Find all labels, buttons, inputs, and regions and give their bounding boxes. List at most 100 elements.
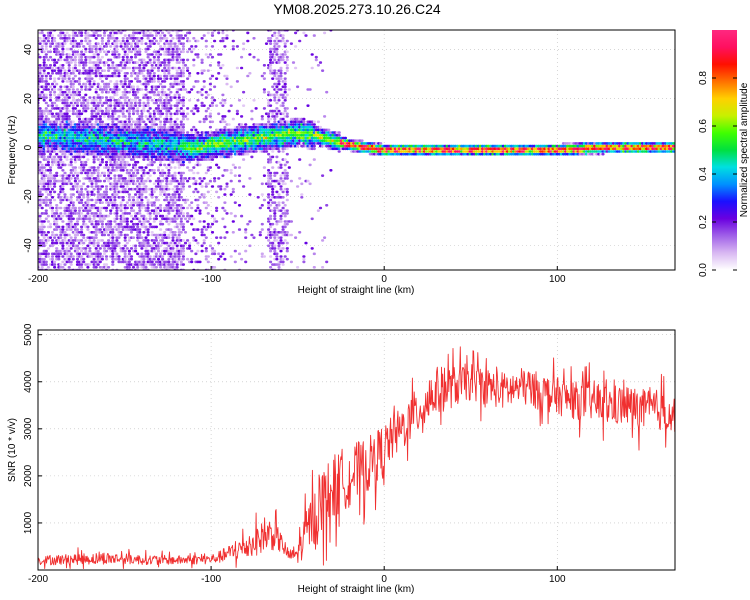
spectrogram-cell	[237, 228, 242, 231]
spectrogram-cell	[159, 244, 163, 248]
spectrogram-cell	[65, 85, 69, 89]
spectrogram-cell	[208, 53, 212, 56]
spectrogram-cell	[154, 187, 158, 191]
spectrogram-cell	[186, 257, 190, 261]
spectrogram-cell	[59, 212, 63, 215]
spectrogram-cell	[152, 169, 156, 172]
spectrogram-cell	[221, 206, 225, 210]
spectrogram-cell	[127, 66, 131, 70]
spectrogram-cell	[140, 39, 144, 43]
spectrogram-cell	[71, 72, 75, 75]
spectrogram-cell	[252, 99, 256, 102]
spectrogram-cell	[104, 187, 109, 191]
spectrogram-cell	[171, 85, 175, 89]
spectrogram-cell	[244, 228, 248, 231]
spectrogram-cell	[210, 222, 215, 226]
spectrogram-cell	[46, 88, 50, 91]
spectrogram-cell	[96, 64, 100, 67]
spectrogram-cell	[196, 160, 200, 164]
spectrogram-cell	[140, 198, 144, 202]
spectrogram-cell	[260, 228, 264, 231]
spectrogram-cell	[75, 182, 80, 186]
spectrogram-cell	[69, 177, 73, 180]
spectrogram-cell	[77, 45, 82, 48]
spectrogram-cell	[167, 201, 171, 204]
spectrogram-cell	[250, 117, 254, 121]
spectrogram-cell	[123, 120, 127, 124]
spectrogram-cell	[42, 179, 46, 183]
spectrogram-cell	[102, 34, 107, 37]
spectrogram-cell	[107, 69, 111, 72]
spectrogram-cell	[177, 228, 181, 231]
spectrogram-cell	[227, 123, 231, 126]
spectrogram-cell	[196, 131, 200, 134]
spectrogram-cell	[213, 179, 217, 183]
spectrogram-cell	[142, 257, 146, 261]
spectrogram-cell	[269, 58, 273, 62]
spectrogram-cell	[88, 209, 92, 212]
spectrogram-cell	[173, 231, 177, 234]
spectrogram-cell	[82, 66, 86, 70]
spectrogram-cell	[206, 260, 210, 264]
spectrogram-cell	[138, 31, 142, 35]
spectrogram-cell	[181, 66, 185, 70]
spectrogram-cell	[167, 187, 171, 191]
spectrogram-cell	[119, 209, 123, 212]
spectrogram-cell	[181, 263, 185, 266]
spectrogram-cell	[196, 228, 200, 231]
spectrogram-cell	[159, 39, 163, 43]
spectrogram-cell	[88, 263, 92, 266]
spectrogram-cell	[208, 82, 212, 86]
spectrogram-cell	[146, 47, 150, 51]
spectrogram-cell	[165, 179, 169, 183]
spectrogram-cell	[71, 85, 75, 89]
spectrogram-cell	[188, 39, 192, 43]
spectrogram-cell	[65, 58, 69, 62]
spectrogram-cell	[188, 90, 192, 94]
spectrogram-cell	[90, 85, 94, 89]
spectrogram-cell	[53, 236, 57, 239]
spectrogram-cell	[159, 115, 163, 118]
spectrogram-cell	[107, 233, 111, 237]
spectrogram-cell	[84, 50, 88, 54]
spectrogram-cell	[148, 61, 152, 64]
spectrogram-cell	[40, 228, 44, 231]
spectrogram-cell	[90, 198, 94, 202]
spectrogram-cell	[104, 231, 109, 234]
spectrogram-cell	[206, 204, 210, 207]
spectrogram-cell	[82, 196, 86, 199]
spectrogram-cell	[125, 206, 129, 210]
spectrogram-cell	[65, 252, 69, 256]
spectrogram-cell	[138, 80, 142, 83]
spectrogram-cell	[71, 204, 75, 207]
spectrogram-cell	[156, 58, 161, 62]
spectrogram-cell	[125, 55, 129, 59]
spectrogram-cell	[121, 169, 125, 172]
spectrogram-cell	[42, 112, 46, 116]
spectrogram-cell	[102, 247, 107, 250]
spectrogram-cell	[138, 66, 142, 70]
spectrogram-cell	[217, 177, 221, 180]
spectrogram-cell	[77, 69, 82, 72]
spectrogram-cell	[125, 96, 129, 99]
spectrogram-cell	[177, 93, 181, 97]
spectrogram-cell	[80, 228, 84, 231]
spectrogram-cell	[63, 42, 67, 45]
spectrogram-cell	[67, 204, 71, 207]
spectrogram-cell	[84, 47, 88, 51]
spectrogram-cell	[119, 42, 123, 45]
spectrogram-cell	[140, 88, 144, 91]
spectrogram-cell	[181, 45, 185, 48]
spectrogram-cell	[171, 47, 175, 51]
spectrogram-cell	[167, 169, 171, 172]
spectrogram-cell	[244, 236, 248, 239]
spectrogram-cell	[171, 204, 175, 207]
spectrogram-cell	[113, 233, 117, 237]
spectrogram-cell	[229, 171, 233, 175]
spectrogram-cell	[86, 31, 90, 35]
spectrogram-cell	[250, 155, 254, 159]
spectrogram-cell	[138, 101, 142, 105]
spectrogram-cell	[88, 177, 92, 180]
spectrogram-cell	[55, 82, 59, 86]
spectrogram-cell	[196, 171, 200, 175]
